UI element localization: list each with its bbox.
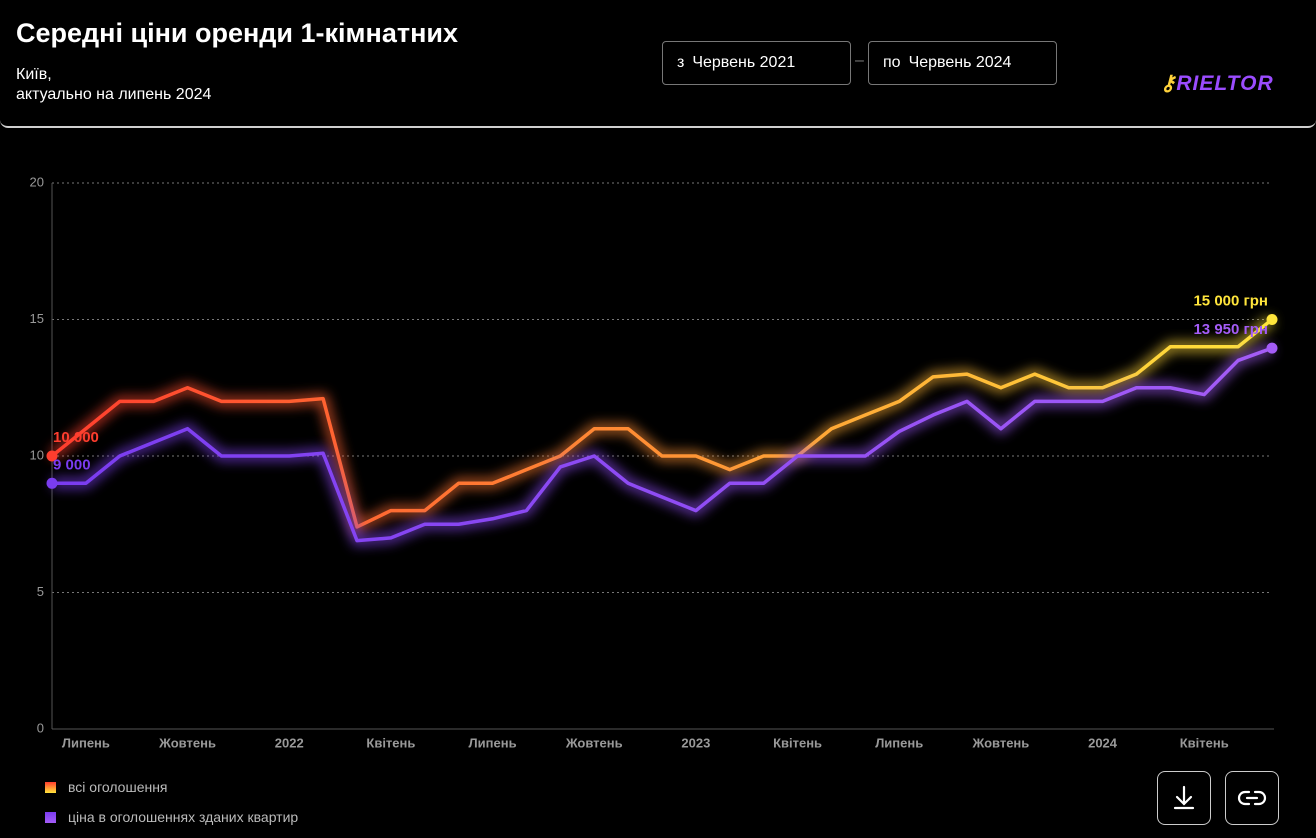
subtitle: Київ,: [16, 66, 52, 83]
prefix: з: [677, 54, 685, 71]
point: [46, 477, 58, 489]
download-icon: [1173, 785, 1195, 810]
legend-label: ціна в оголошеннях зданих квартир: [68, 809, 299, 825]
y-tick-label: 5: [37, 584, 44, 599]
x-tick-label: Жовтень: [565, 735, 623, 750]
x-tick-label: Жовтень: [158, 735, 216, 750]
value-label: 9 000: [53, 456, 91, 473]
x-tick-label: 2024: [1088, 735, 1118, 750]
y-tick-label: 20: [30, 174, 44, 189]
subtitle: актуально на липень 2024: [16, 86, 212, 103]
dash: –: [855, 52, 864, 69]
link-button[interactable]: [1225, 771, 1279, 825]
logo-text: RIELTOR: [1176, 72, 1274, 95]
point: [46, 450, 58, 462]
point: [1266, 314, 1278, 325]
point: [1266, 342, 1278, 354]
link-icon: [1237, 790, 1267, 806]
x-tick-label: Липень: [62, 735, 110, 750]
x-tick-label: Квітень: [1180, 735, 1229, 750]
prefix: по: [883, 54, 901, 71]
series-glow: [52, 343, 1274, 546]
x-tick-label: 2022: [275, 735, 304, 750]
value-label: 15 000 грн: [1193, 292, 1268, 309]
logo: ⚷RIELTOR: [1160, 72, 1274, 95]
date: Червень 2021: [692, 54, 796, 71]
legend-item[interactable]: ціна в оголошеннях зданих квартир: [45, 809, 298, 825]
x-tick-label: 2023: [681, 735, 710, 750]
y-tick-label: 15: [30, 311, 44, 326]
series-line: [50, 318, 1274, 529]
x-tick-label: Липень: [469, 735, 517, 750]
y-tick-label: 10: [30, 447, 44, 462]
x-tick-label: Квітень: [366, 735, 415, 750]
title: Середні ціни оренди 1-кімнатних: [16, 18, 458, 48]
y-tick-label: 0: [37, 720, 44, 735]
date: Червень 2024: [908, 54, 1012, 71]
date-from[interactable]: з Червень 2021: [662, 41, 851, 85]
legend-swatch: [45, 812, 56, 823]
date-to[interactable]: по Червень 2024: [868, 41, 1057, 85]
x-tick-label: Жовтень: [971, 735, 1029, 750]
legend-swatch: [45, 782, 56, 793]
legend-item[interactable]: всі оголошення: [45, 779, 168, 795]
legend-label: всі оголошення: [68, 779, 168, 795]
series-line: [52, 346, 1273, 543]
x-tick-label: Квітень: [773, 735, 822, 750]
value-label: 13 950 грн: [1193, 321, 1268, 338]
header: Середні ціни оренди 1-кімнатних Київ, ак…: [0, 0, 1316, 128]
x-tick-label: Липень: [875, 735, 923, 750]
download-button[interactable]: [1157, 771, 1211, 825]
value-label: 10 000: [53, 429, 99, 446]
